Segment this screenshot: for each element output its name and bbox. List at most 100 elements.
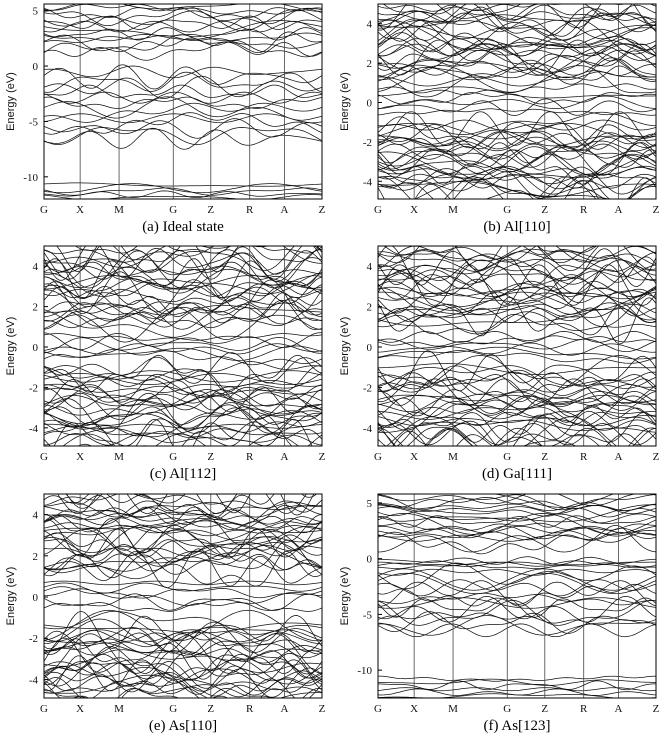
band-line: [44, 548, 322, 589]
band-line: [44, 593, 322, 611]
x-tick-label: R: [580, 204, 588, 216]
band-line: [378, 272, 656, 304]
band-line: [378, 579, 656, 597]
band-line: [44, 507, 322, 530]
band-line: [44, 671, 322, 697]
x-tick-label: G: [503, 204, 511, 216]
y-tick-label: 2: [367, 58, 373, 70]
x-tick-label: G: [503, 703, 511, 715]
band-line: [44, 514, 322, 534]
band-line: [44, 373, 322, 385]
band-line: [378, 600, 656, 626]
band-line: [44, 337, 322, 354]
band-line: [378, 415, 656, 427]
x-tick-label: X: [76, 204, 84, 216]
bands: [44, 4, 322, 199]
band-line: [378, 399, 656, 431]
band-line: [378, 10, 656, 26]
band-line: [378, 597, 656, 609]
band-line: [378, 19, 656, 51]
plot-frame: [43, 245, 323, 447]
band-line: [378, 86, 656, 99]
band-line: [44, 112, 322, 135]
x-tick-label: M: [448, 703, 458, 715]
y-tick-label: 2: [367, 302, 373, 314]
band-line: [44, 187, 322, 196]
band-line: [378, 372, 656, 392]
band-line: [44, 392, 322, 433]
x-tick-label: G: [374, 703, 382, 715]
band-line: [378, 49, 656, 76]
band-line: [378, 143, 656, 160]
band-line: [44, 522, 322, 537]
band-line: [378, 303, 656, 336]
band-line: [378, 92, 656, 105]
band-line: [378, 395, 656, 431]
band-line: [378, 52, 656, 78]
panel-1: 4 2 0 -2 -4 G X M G Z R A Z Energy (eV) (b) Al[110]: [339, 3, 660, 235]
band-line: [378, 108, 656, 116]
band-line: [44, 182, 322, 187]
band-line: [44, 246, 322, 268]
band-line: [44, 354, 322, 393]
band-line: [53, 418, 313, 446]
band-line: [378, 338, 656, 352]
band-line: [378, 562, 656, 590]
x-tick-label: R: [246, 204, 254, 216]
band-line: [386, 416, 617, 446]
band-line: [378, 58, 656, 79]
band-line: [378, 44, 656, 61]
band-line: [44, 580, 322, 586]
band-line: [44, 279, 322, 313]
band-line: [378, 572, 656, 594]
band-line: [378, 50, 656, 71]
band-line: [44, 20, 322, 40]
band-line: [378, 623, 656, 638]
band-line: [44, 9, 322, 32]
band-line: [44, 32, 322, 42]
x-tick-label: Z: [319, 451, 326, 463]
band-line: [44, 621, 322, 654]
band-line: [56, 246, 321, 273]
x-tick-label: X: [410, 703, 418, 715]
x-tick-label: A: [614, 451, 622, 463]
band-line: [62, 433, 300, 446]
band-line: [378, 111, 656, 135]
band-line: [378, 311, 656, 335]
band-line: [44, 637, 322, 680]
band-line: [392, 430, 642, 446]
x-tick-label: G: [40, 703, 48, 715]
band-line: [378, 350, 656, 392]
band-line: [44, 345, 322, 361]
band-line: [44, 246, 322, 281]
band-line: [44, 618, 322, 646]
band-line: [44, 529, 322, 556]
band-line: [44, 655, 322, 692]
band-line: [378, 564, 656, 569]
y-tick-label: -4: [363, 423, 373, 435]
band-line: [44, 246, 322, 280]
band-line: [44, 513, 322, 530]
y-tick-label: 0: [33, 342, 39, 354]
band-line: [378, 246, 656, 281]
band-line: [378, 181, 656, 198]
x-tick-label: M: [448, 451, 458, 463]
band-line: [378, 264, 656, 295]
x-tick-label: G: [503, 451, 511, 463]
band-line: [378, 133, 656, 159]
x-tick-label: A: [280, 204, 288, 216]
panel-0: 5 0 -5 -10 G X M G Z R A Z Energy (eV) (a) Ideal stat…: [5, 3, 326, 235]
band-line: [378, 131, 656, 170]
band-line: [378, 259, 656, 294]
band-line: [378, 83, 656, 96]
plot-frame: [377, 245, 657, 447]
band-line: [44, 272, 322, 297]
band-line: [378, 342, 656, 356]
band-line: [44, 308, 322, 338]
band-line: [44, 389, 322, 427]
band-line: [378, 291, 656, 327]
band-line: [44, 307, 322, 330]
x-tick-label: Z: [207, 204, 214, 216]
band-line: [44, 658, 322, 685]
y-tick-label: 0: [367, 554, 373, 566]
